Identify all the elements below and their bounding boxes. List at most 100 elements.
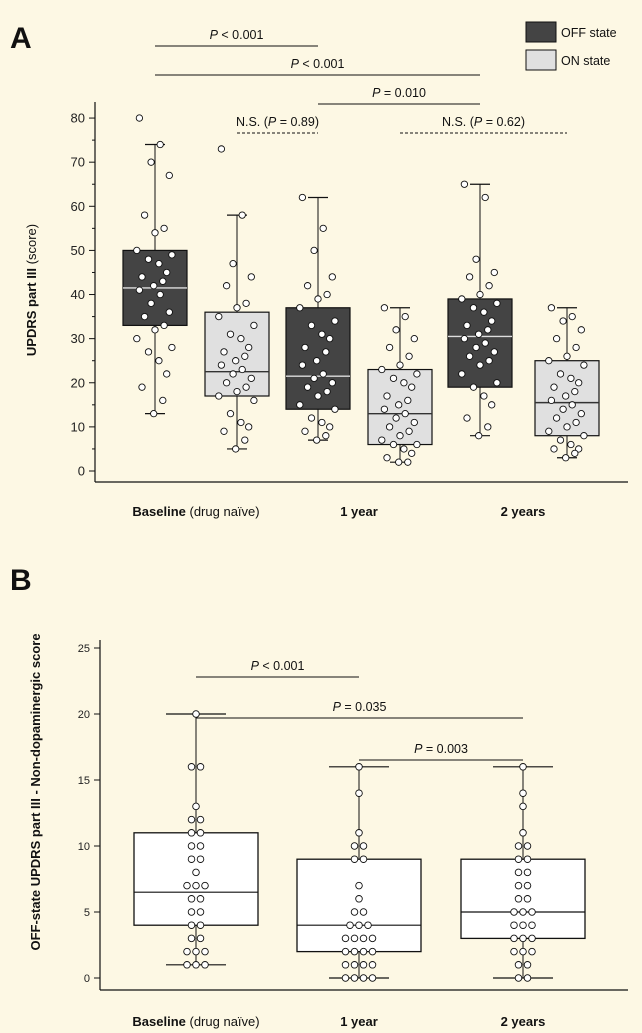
panel-a-letter: A xyxy=(10,22,32,55)
data-point xyxy=(567,440,575,449)
data-point xyxy=(196,921,205,929)
data-point xyxy=(577,409,585,418)
data-point xyxy=(547,304,556,312)
data-point xyxy=(242,383,250,391)
data-point xyxy=(559,405,567,413)
data-point xyxy=(296,401,304,409)
data-point xyxy=(168,343,176,352)
data-point xyxy=(523,842,532,850)
panel-b: B OFF-state UPDRS part III - Non-dopamin… xyxy=(10,564,628,1029)
data-point xyxy=(547,396,556,405)
data-point xyxy=(392,414,400,422)
y-tick-label: 30 xyxy=(71,331,85,346)
data-point xyxy=(222,379,231,387)
data-point xyxy=(187,855,196,863)
data-point xyxy=(380,304,389,312)
y-axis-label: OFF-state UPDRS part III - Non-dopaminer… xyxy=(28,633,43,950)
data-point xyxy=(395,401,403,409)
data-point xyxy=(307,321,316,330)
data-point xyxy=(523,961,532,969)
y-tick-label: 40 xyxy=(71,287,85,302)
data-point xyxy=(523,895,532,903)
data-point xyxy=(383,392,391,400)
data-point xyxy=(488,401,496,409)
data-point xyxy=(378,365,386,374)
significance-label: P = 0.003 xyxy=(414,742,468,756)
data-point xyxy=(201,881,209,890)
legend-label-on: ON state xyxy=(561,54,610,68)
data-point xyxy=(463,414,471,422)
data-point xyxy=(575,379,583,387)
data-point xyxy=(307,414,316,422)
data-point xyxy=(480,392,488,400)
data-point xyxy=(133,246,141,255)
data-point xyxy=(196,895,205,903)
data-point xyxy=(350,934,359,943)
data-point xyxy=(514,961,523,969)
data-point xyxy=(313,357,321,365)
data-point xyxy=(140,312,149,321)
data-point xyxy=(472,255,480,263)
data-point xyxy=(350,842,359,850)
data-point xyxy=(355,881,363,890)
data-point xyxy=(572,418,580,427)
data-point xyxy=(563,352,571,360)
data-point xyxy=(155,259,163,268)
data-point xyxy=(192,802,200,811)
data-point xyxy=(147,158,155,166)
y-tick-label: 60 xyxy=(71,199,85,214)
data-point xyxy=(201,961,209,969)
data-point xyxy=(568,401,576,409)
data-point xyxy=(559,317,567,325)
data-point xyxy=(350,961,359,969)
data-point xyxy=(245,423,253,431)
data-point xyxy=(475,432,483,440)
data-point xyxy=(331,405,339,413)
data-point xyxy=(238,365,246,374)
data-point xyxy=(514,974,523,982)
data-point xyxy=(550,383,558,391)
data-point xyxy=(301,427,309,435)
data-point xyxy=(196,842,205,850)
y-tick-label: 5 xyxy=(84,907,90,919)
data-point xyxy=(220,348,228,356)
data-point xyxy=(463,321,471,330)
data-point xyxy=(301,343,309,352)
data-point xyxy=(250,396,258,405)
data-point xyxy=(192,961,200,969)
data-point xyxy=(364,921,372,929)
data-point xyxy=(359,934,368,943)
data-point xyxy=(247,374,255,383)
data-point xyxy=(318,418,326,427)
legend-swatch-off xyxy=(525,21,557,43)
data-point xyxy=(155,357,163,365)
data-point xyxy=(241,352,249,360)
data-point xyxy=(469,304,478,312)
data-point xyxy=(545,427,553,435)
data-point xyxy=(196,908,205,916)
significance-label: P < 0.001 xyxy=(210,28,264,42)
data-point xyxy=(476,290,484,299)
data-point xyxy=(217,361,226,369)
data-point xyxy=(237,334,245,343)
data-point xyxy=(408,383,416,391)
data-point xyxy=(514,881,523,890)
data-point xyxy=(410,334,418,343)
data-point xyxy=(567,374,575,383)
data-point xyxy=(355,895,363,903)
data-point xyxy=(396,361,404,369)
data-point xyxy=(319,370,327,378)
data-point xyxy=(187,908,196,916)
data-point xyxy=(140,211,149,219)
y-tick-label: 70 xyxy=(71,155,85,170)
data-point xyxy=(355,921,363,929)
data-point xyxy=(577,326,585,334)
data-point xyxy=(326,423,334,431)
data-point xyxy=(528,934,536,943)
data-point xyxy=(465,352,474,360)
data-point xyxy=(378,436,386,444)
data-point xyxy=(519,934,527,943)
data-point xyxy=(485,282,493,290)
data-point xyxy=(331,317,339,325)
data-point xyxy=(410,418,418,427)
